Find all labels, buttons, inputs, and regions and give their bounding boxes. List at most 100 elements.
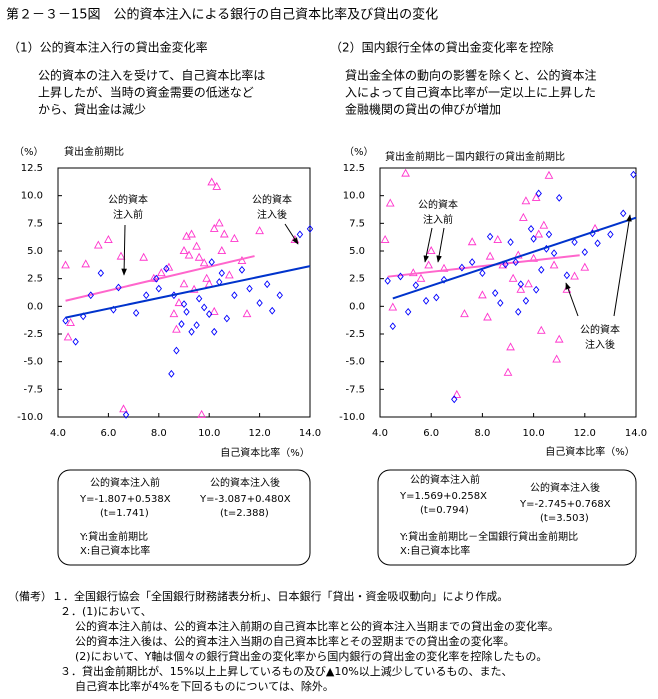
- diamond-point: [397, 272, 404, 281]
- diamond-point: [195, 294, 203, 303]
- diamond-point: [231, 291, 238, 300]
- triangle-point: [467, 237, 477, 246]
- diamond-point: [276, 291, 283, 300]
- diamond-point: [238, 265, 246, 274]
- x-tick-label: 12.0: [248, 428, 270, 439]
- triangle-point: [116, 251, 126, 260]
- description: 入によって自己資本比率が一定以上に上昇した: [345, 85, 596, 100]
- diamond-point: [486, 232, 494, 241]
- description: から、貸出金は減少: [38, 102, 146, 117]
- x-axis-title: 自己資本比率（%）: [220, 446, 310, 459]
- diamond-point: [132, 309, 140, 317]
- y-tick-label: -10.0: [339, 412, 365, 423]
- axis-note: X:自己資本比率: [80, 544, 150, 557]
- diamond-point: [296, 230, 304, 239]
- triangle-point: [187, 229, 196, 238]
- diamond-point: [173, 346, 180, 355]
- note: 自己資本比率が4%を下回るものについては、除外。: [75, 679, 334, 693]
- note: 公的資本注入前は、公的資本注入前期の自己資本比率と公的資本注入当期までの貸出金の…: [75, 619, 559, 633]
- diamond-point: [87, 291, 94, 300]
- diamond-point: [630, 170, 637, 179]
- diamond-point: [168, 369, 175, 378]
- figure-title: 第２－３－15図 公的資本注入による銀行の自己資本比率及び貸出の変化: [6, 7, 438, 23]
- diamond-point: [97, 269, 105, 278]
- y-tick-label: -7.5: [23, 384, 43, 395]
- diamond-point: [200, 303, 208, 312]
- triangle-point: [172, 324, 181, 333]
- triangle-point: [478, 290, 487, 299]
- diamond-point: [620, 209, 627, 218]
- triangle-point: [93, 240, 103, 249]
- x-tick-label: 10.0: [198, 428, 220, 439]
- diamond-point: [515, 307, 522, 316]
- diamond-point: [153, 274, 160, 283]
- diamond-point: [72, 337, 79, 346]
- diamond-point: [208, 258, 215, 266]
- diamond-point: [122, 410, 130, 419]
- y-tick-label: 12.5: [343, 163, 365, 174]
- triangle-point: [521, 196, 531, 205]
- axis-note: Y:貸出金前期比－全国銀行貸出金前期比: [399, 530, 578, 543]
- triangle-point: [179, 279, 189, 288]
- diamond-point: [502, 260, 509, 269]
- panel-heading: （1）公的資本注入行の貸出金変化率: [8, 40, 208, 55]
- diamond-point: [269, 306, 276, 315]
- y-tick-label: 2.5: [349, 274, 365, 285]
- diamond-point: [178, 320, 185, 328]
- fit-equation: Y=-1.807+0.538X: [79, 494, 171, 505]
- triangle-point: [104, 234, 113, 243]
- triangle-point: [255, 226, 264, 235]
- diamond-point: [433, 293, 440, 302]
- triangle-point: [388, 302, 398, 311]
- diamond-point: [155, 284, 162, 293]
- triangle-point: [380, 234, 390, 243]
- y-tick-label: -7.5: [345, 384, 365, 395]
- diamond-point: [422, 296, 430, 305]
- triangle-point: [401, 168, 410, 177]
- triangle-point: [179, 246, 189, 255]
- x-tick-label: 10.0: [522, 428, 544, 439]
- annotation: 公的資本: [580, 323, 620, 336]
- diamond-point: [306, 224, 314, 233]
- diamond-point: [492, 289, 499, 297]
- diamond-point: [115, 283, 122, 292]
- triangle-point: [209, 306, 219, 315]
- diamond-point: [384, 276, 391, 285]
- diamond-point: [263, 280, 271, 289]
- x-tick-label: 12.0: [574, 428, 596, 439]
- diamond-point: [530, 234, 537, 243]
- diamond-point: [404, 307, 412, 316]
- triangle-point: [66, 317, 75, 326]
- triangle-point: [385, 198, 395, 207]
- triangle-point: [460, 309, 469, 318]
- x-tick-label: 8.0: [151, 428, 167, 439]
- fit-name: 公的資本注入後: [210, 476, 280, 489]
- triangle-point: [580, 262, 590, 271]
- triangle-point: [483, 312, 492, 321]
- triangle-point: [408, 268, 418, 277]
- fit-equation: Y=1.569+0.258X: [399, 491, 487, 502]
- plot-frame: [379, 167, 637, 418]
- y-tick-label: 7.5: [349, 218, 365, 229]
- triangle-point: [230, 233, 239, 242]
- triangle-point: [519, 212, 528, 221]
- triangle-point: [524, 279, 533, 288]
- diamond-point: [188, 327, 195, 336]
- triangle-point: [416, 273, 426, 282]
- triangle-point: [426, 246, 436, 255]
- fit-t-value: (t=2.388): [220, 508, 269, 519]
- diamond-point: [440, 275, 448, 284]
- triangle-point: [184, 250, 194, 259]
- fit-t-value: (t=0.794): [420, 505, 469, 516]
- triangle-point: [202, 273, 212, 282]
- diamond-point: [143, 291, 150, 300]
- y-tick-label: -2.5: [23, 329, 43, 340]
- note: (2)において、Y軸は個々の銀行貸出金の変化率から国内銀行の貸出金の変化率を控除…: [75, 649, 547, 663]
- diamond-point: [522, 296, 530, 305]
- y-tick-label: 7.5: [27, 218, 43, 229]
- triangle-point: [554, 334, 564, 343]
- triangle-point: [225, 270, 234, 279]
- y-tick-label: 12.5: [21, 163, 43, 174]
- diamond-point: [607, 230, 614, 239]
- diamond-point: [451, 395, 458, 404]
